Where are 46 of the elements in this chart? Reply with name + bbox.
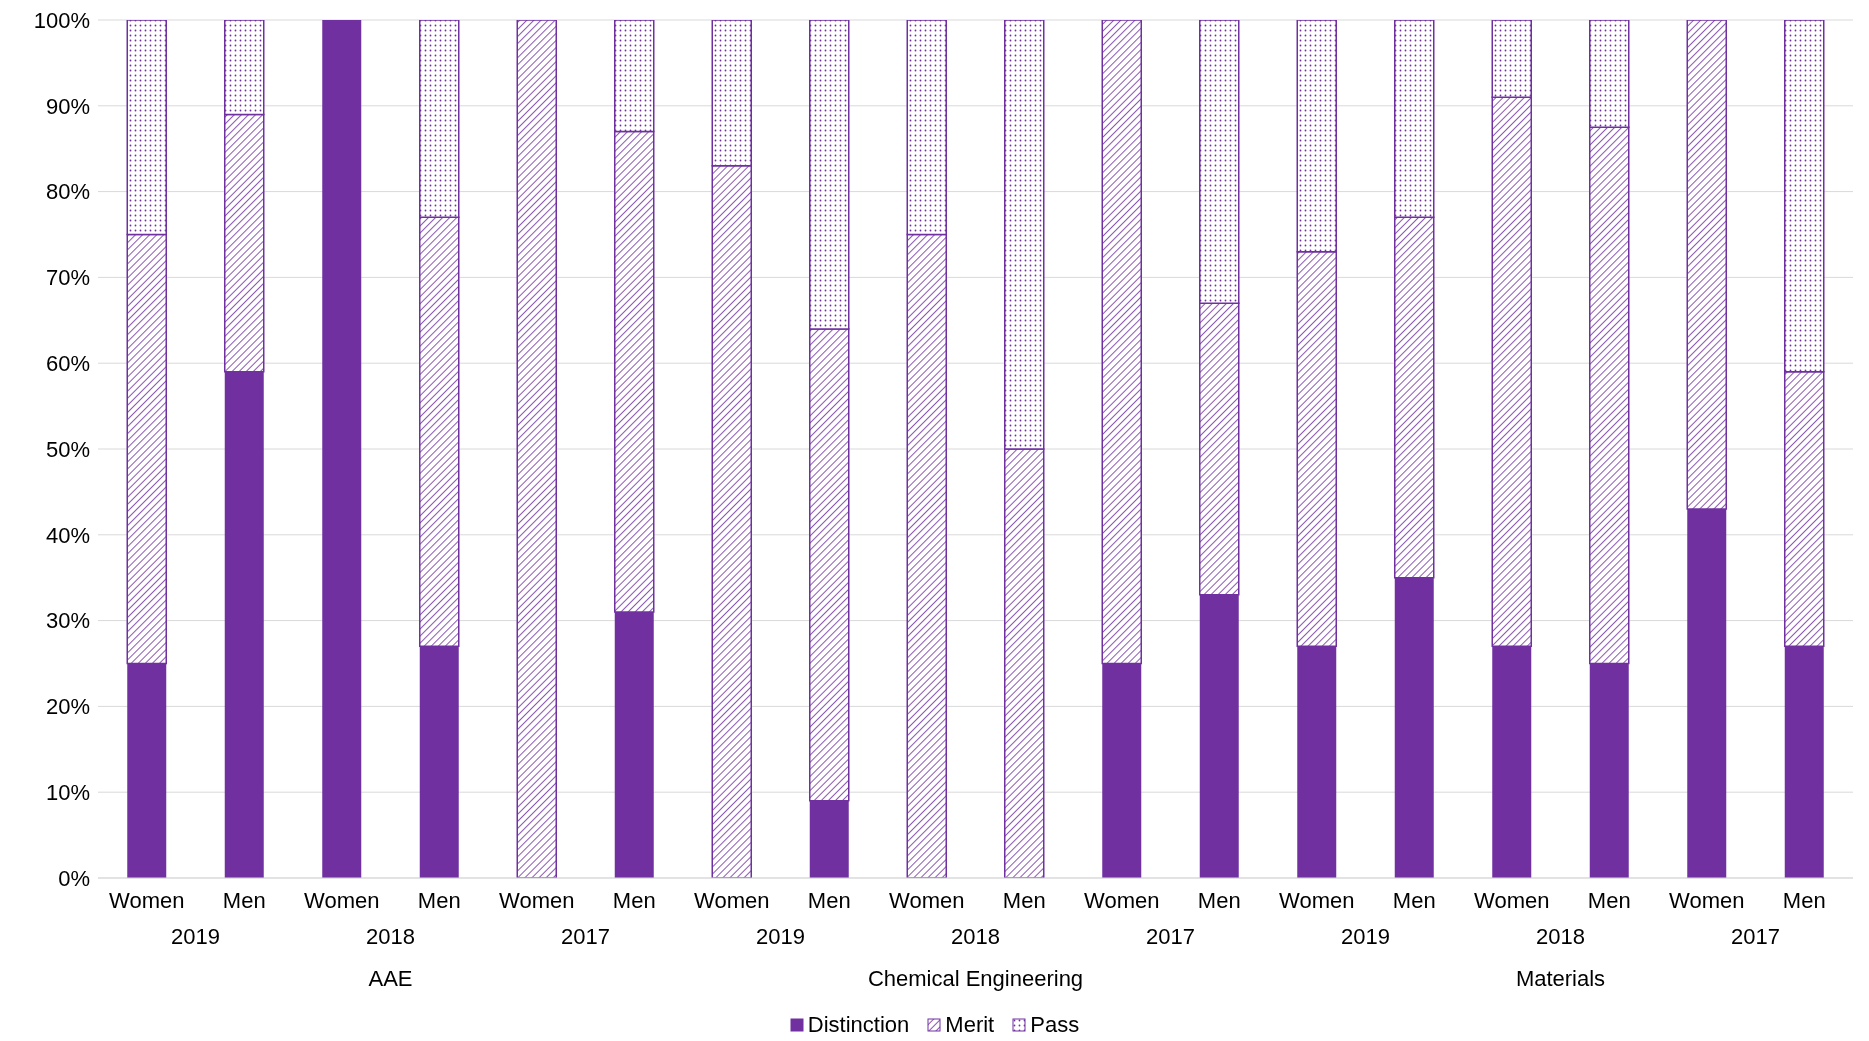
- y-tick-label: 10%: [45, 780, 90, 806]
- text: AAE: [367, 966, 414, 992]
- x-tick-label: Men: [1392, 887, 1436, 913]
- y-tick-label: 40%: [45, 522, 90, 548]
- text: 2017: [1730, 924, 1781, 950]
- text: 2019: [170, 924, 221, 950]
- y-tick-label: 20%: [45, 694, 90, 720]
- x-tick-label: Women: [109, 887, 185, 913]
- text: 2018: [365, 924, 416, 950]
- x-tick-label: Men: [1782, 887, 1826, 913]
- y-tick-label: 90%: [45, 93, 90, 119]
- x-tick-label: Women: [694, 887, 770, 913]
- y-tick-label: 80%: [45, 179, 90, 205]
- x-tick-label: Women: [1279, 887, 1355, 913]
- x-tick-label: Women: [1474, 887, 1550, 913]
- legend-label: Distinction: [806, 1012, 910, 1038]
- x-tick-label: Men: [612, 887, 656, 913]
- x-tick-label: Men: [1002, 887, 1046, 913]
- y-tick-label: 50%: [45, 436, 90, 462]
- x-tick-label: Men: [807, 887, 851, 913]
- x-tick-label: Men: [1587, 887, 1631, 913]
- x-tick-label: Men: [1197, 887, 1241, 913]
- x-tick-label: Women: [304, 887, 380, 913]
- x-tick-label: Women: [499, 887, 575, 913]
- y-tick-label: 30%: [45, 608, 90, 634]
- y-tick-label: 70%: [45, 265, 90, 291]
- text: 2019: [755, 924, 806, 950]
- text: 2017: [1145, 924, 1196, 950]
- text: 2019: [1340, 924, 1391, 950]
- text: Materials: [1514, 966, 1607, 992]
- y-tick-label: 60%: [45, 351, 90, 377]
- x-tick-label: Men: [222, 887, 266, 913]
- y-tick-label: 100%: [33, 7, 90, 33]
- text: Chemical Engineering: [866, 966, 1085, 992]
- x-tick-label: Men: [417, 887, 461, 913]
- x-tick-label: Women: [1084, 887, 1160, 913]
- bar: [516, 20, 557, 878]
- text: 2017: [560, 924, 611, 950]
- y-tick-label: 0%: [58, 865, 90, 891]
- x-tick-label: Women: [889, 887, 965, 913]
- legend-label: Merit: [944, 1012, 995, 1038]
- x-tick-label: Women: [1669, 887, 1745, 913]
- legend-label: Pass: [1029, 1012, 1080, 1038]
- bar: [322, 20, 362, 878]
- text: 2018: [950, 924, 1001, 950]
- text: 2018: [1535, 924, 1586, 950]
